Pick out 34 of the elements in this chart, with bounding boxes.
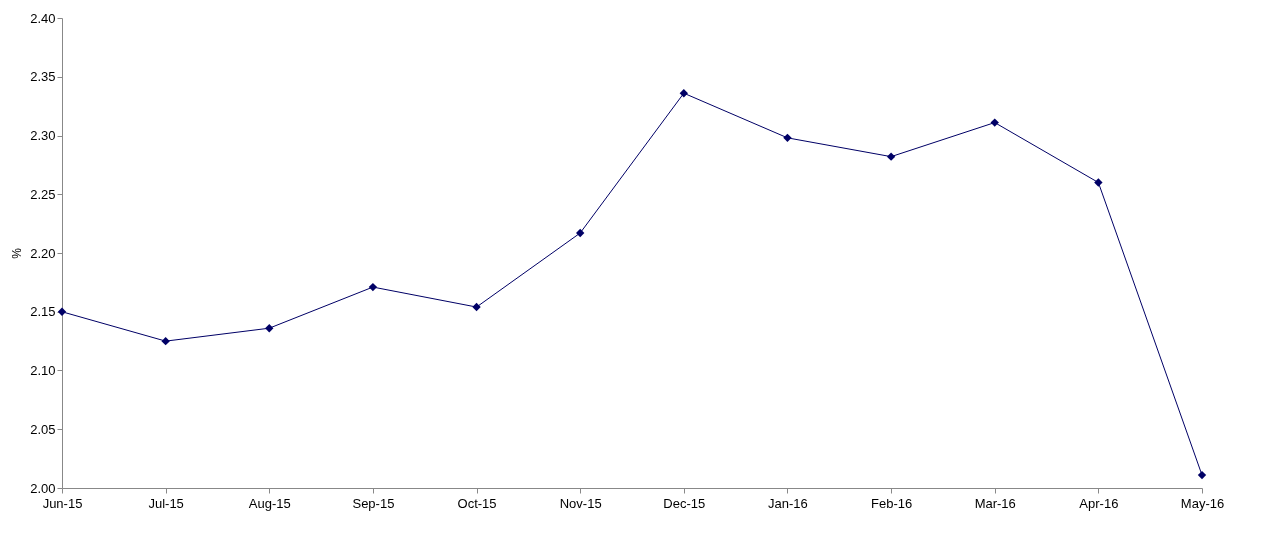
y-tick-label: 2.25 xyxy=(30,186,56,202)
x-tick-label: Aug-15 xyxy=(248,495,291,511)
point xyxy=(990,118,999,127)
y-tick-label: 2.15 xyxy=(30,304,56,320)
x-tick-label: Jan-16 xyxy=(768,495,808,511)
x-tick-label: Nov-15 xyxy=(559,495,602,511)
y-tick-label: 2.40 xyxy=(30,10,56,26)
point xyxy=(783,133,792,143)
point xyxy=(1094,178,1103,187)
x-tick-label: Jun-15 xyxy=(42,495,83,511)
point xyxy=(368,282,378,292)
point xyxy=(472,302,481,312)
y-tick-label: 2.10 xyxy=(30,363,56,378)
point xyxy=(679,89,688,98)
y-tick-label: 2.30 xyxy=(30,128,56,143)
x-tick-label: Jul-15 xyxy=(148,495,184,511)
point xyxy=(886,152,896,161)
x-tick-label: Dec-15 xyxy=(663,495,706,511)
x-tick-label: Mar-16 xyxy=(974,495,1016,511)
x-tick-label: Apr-16 xyxy=(1079,495,1119,511)
y-tick-label: 2.35 xyxy=(30,69,56,85)
y-axis-title: % xyxy=(10,247,25,259)
point xyxy=(1197,470,1207,480)
y-tick-label: 2.00 xyxy=(30,480,56,496)
point xyxy=(576,228,585,238)
x-tick-label: Feb-16 xyxy=(870,495,913,511)
point xyxy=(57,307,67,316)
x-tick-label: Oct-15 xyxy=(457,495,497,511)
point xyxy=(265,324,274,333)
point xyxy=(161,336,170,346)
x-tick-label: May-16 xyxy=(1180,495,1225,511)
y-tick-label: 2.20 xyxy=(30,245,56,261)
y-tick-label: 2.05 xyxy=(30,421,56,437)
x-tick-label: Sep-15 xyxy=(352,495,395,511)
